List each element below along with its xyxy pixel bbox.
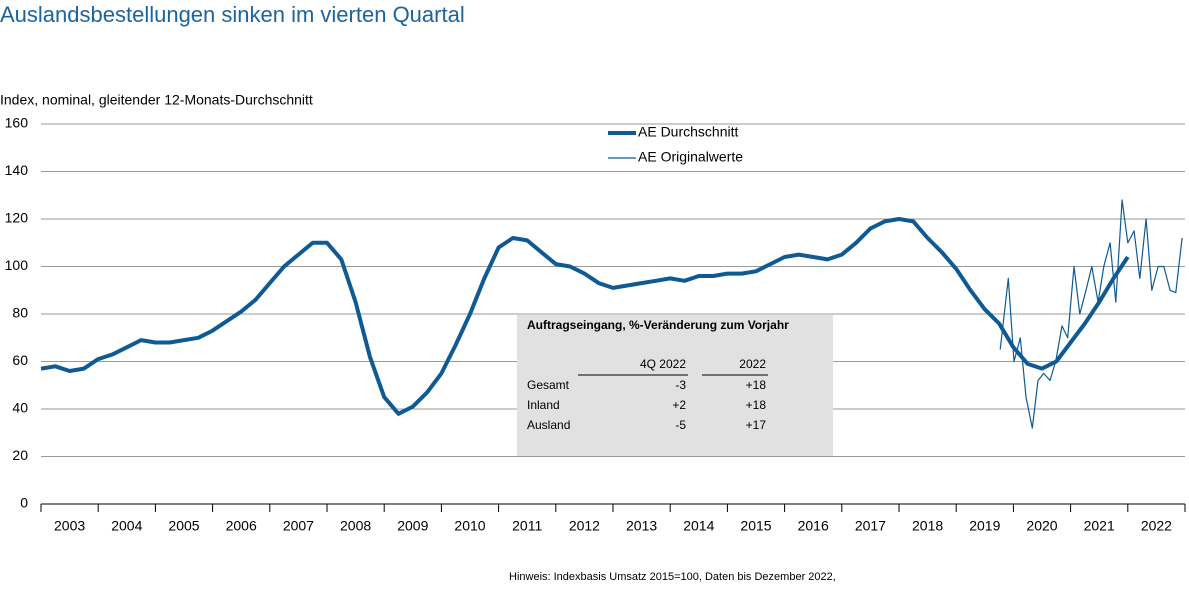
series-line	[999, 199, 1183, 429]
y-tick-label: 100	[5, 257, 29, 273]
y-tick-label: 140	[5, 162, 29, 178]
x-tick-label: 2017	[855, 518, 886, 534]
table: Auftragseingang, %-Veränderung zum Vorja…	[527, 318, 789, 432]
series-line	[40, 217, 1130, 416]
y-tick-label: 80	[12, 305, 28, 321]
x-tick-label: 2010	[454, 518, 485, 534]
table-title: Auftragseingang, %-Veränderung zum Vorja…	[527, 318, 789, 332]
x-tick-label: 2018	[912, 518, 943, 534]
table-header: 2022	[739, 357, 766, 371]
footnote: Hinweis: Indexbasis Umsatz 2015=100, Dat…	[509, 571, 836, 583]
x-tick-label: 2020	[1026, 518, 1057, 534]
legend-label: AE Originalwerte	[638, 149, 743, 165]
table-header: 4Q 2022	[640, 357, 686, 371]
cell: -3	[675, 378, 686, 392]
y-axis-label: Index, nominal, gleitender 12-Monats-Dur…	[0, 92, 313, 108]
x-tick-label: 2003	[54, 518, 85, 534]
cell: +18	[746, 378, 767, 392]
x-tick-label: 2005	[168, 518, 199, 534]
x-tick-label: 2021	[1084, 518, 1115, 534]
y-tick-label: 20	[12, 447, 28, 463]
legend: AE Durchschnitt AE Originalwerte	[608, 124, 743, 165]
row-label: Ausland	[527, 418, 570, 432]
x-tick-label: 2019	[969, 518, 1000, 534]
y-tick-label: 120	[5, 210, 29, 226]
x-tick-label: 2007	[283, 518, 314, 534]
x-tick-label: 2016	[798, 518, 829, 534]
y-tick-label: 0	[20, 495, 28, 511]
row-label: Gesamt	[527, 378, 570, 392]
cell: -5	[675, 418, 686, 432]
x-tick-label: 2006	[226, 518, 257, 534]
x-tick-label: 2022	[1141, 518, 1172, 534]
cell: +17	[746, 418, 767, 432]
x-tick-label: 2011	[512, 518, 542, 534]
x-tick-label: 2008	[340, 518, 371, 534]
chart-title: Auslandsbestellungen sinken im vierten Q…	[0, 2, 465, 27]
grid: 0 20 40 60 80 100 120 140 160 2003 2004 2005 2006 200…	[5, 115, 1186, 534]
x-tick-label: 2009	[397, 518, 428, 534]
x-tick-label: 2015	[740, 518, 771, 534]
legend-label: AE Durchschnitt	[638, 124, 738, 140]
x-tick-label: 2014	[683, 518, 714, 534]
x-tick-label: 2013	[626, 518, 657, 534]
y-tick-label: 160	[5, 115, 29, 131]
x-tick-label: 2004	[111, 518, 142, 534]
y-tick-label: 60	[12, 352, 28, 368]
row-label: Inland	[527, 398, 560, 412]
cell: +18	[746, 398, 767, 412]
x-tick-label: 2012	[569, 518, 600, 534]
y-tick-label: 40	[12, 400, 28, 416]
cell: +2	[672, 398, 686, 412]
table-panel	[517, 315, 833, 456]
plot-area	[40, 199, 1183, 429]
